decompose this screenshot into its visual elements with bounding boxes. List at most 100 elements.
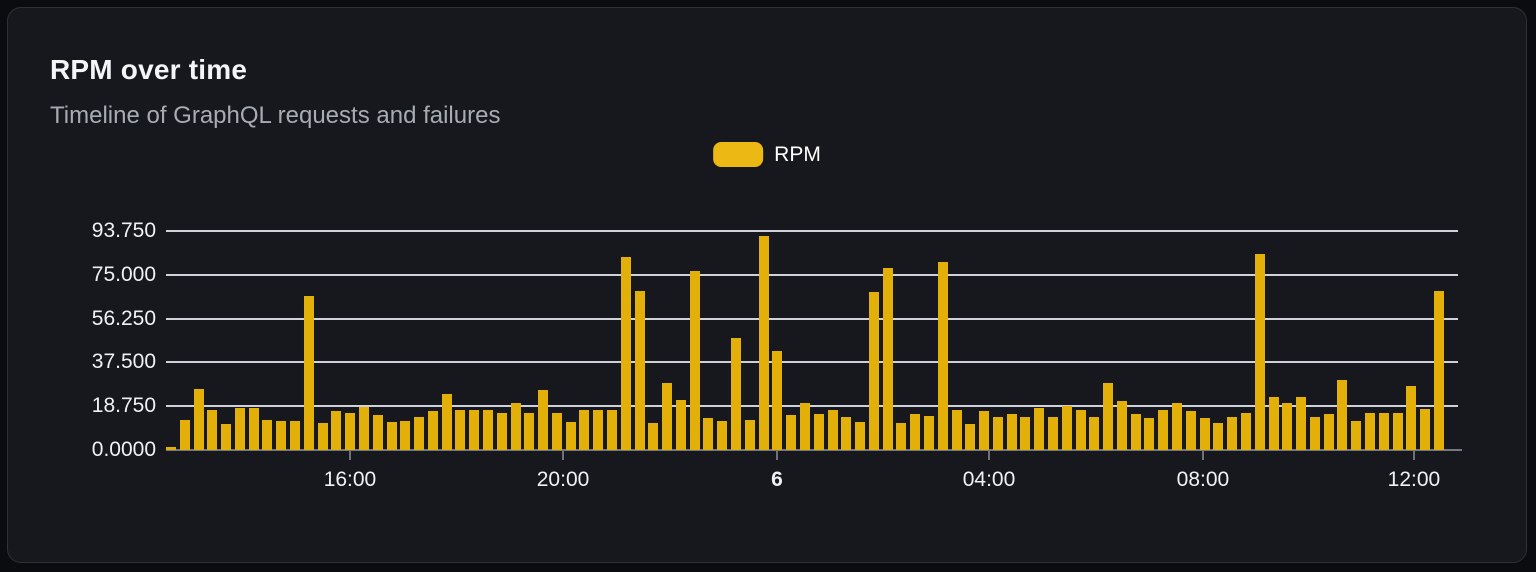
bar-rpm[interactable] xyxy=(386,421,397,450)
bar-rpm[interactable] xyxy=(1296,397,1307,450)
bar-rpm[interactable] xyxy=(317,423,328,450)
bar-rpm[interactable] xyxy=(882,267,893,450)
bar-rpm[interactable] xyxy=(855,421,866,450)
bar-rpm[interactable] xyxy=(965,424,976,450)
bar-rpm[interactable] xyxy=(482,410,493,450)
bar-rpm[interactable] xyxy=(1282,403,1293,450)
bar-rpm[interactable] xyxy=(1227,417,1238,450)
bar-rpm[interactable] xyxy=(234,407,245,450)
bar-rpm[interactable] xyxy=(937,261,948,450)
bar-rpm[interactable] xyxy=(827,410,838,450)
x-axis-tick xyxy=(988,451,990,460)
bar-rpm[interactable] xyxy=(469,410,480,450)
bar-rpm[interactable] xyxy=(276,420,287,450)
bar-rpm[interactable] xyxy=(703,418,714,450)
bar-rpm[interactable] xyxy=(1048,417,1058,450)
bar-rpm[interactable] xyxy=(923,416,934,450)
bar-rpm[interactable] xyxy=(1240,412,1251,450)
bar-rpm[interactable] xyxy=(1158,410,1169,450)
bar-rpm[interactable] xyxy=(744,419,755,450)
bar-rpm[interactable] xyxy=(1254,253,1265,450)
bar-rpm[interactable] xyxy=(1213,423,1224,450)
bar-rpm[interactable] xyxy=(179,419,190,450)
bar-rpm[interactable] xyxy=(441,393,452,450)
bar-rpm[interactable] xyxy=(1006,413,1017,450)
bar-rpm[interactable] xyxy=(758,236,769,450)
bar-rpm[interactable] xyxy=(248,407,259,450)
x-axis-label: 20:00 xyxy=(536,468,590,491)
bar-rpm[interactable] xyxy=(1116,400,1127,450)
bar-rpm[interactable] xyxy=(1185,411,1196,450)
bar-rpm[interactable] xyxy=(1337,379,1348,450)
bar-rpm[interactable] xyxy=(193,389,204,450)
bar-rpm[interactable] xyxy=(992,417,1003,450)
bar-rpm[interactable] xyxy=(1075,410,1086,450)
y-axis-label: 56.250 xyxy=(91,306,156,330)
bar-rpm[interactable] xyxy=(372,414,383,450)
bar-rpm[interactable] xyxy=(1089,417,1100,450)
bar-rpm[interactable] xyxy=(414,417,425,450)
bar-rpm[interactable] xyxy=(1420,409,1431,450)
bar-rpm[interactable] xyxy=(1323,413,1334,450)
bar-rpm[interactable] xyxy=(524,412,535,450)
bar-rpm[interactable] xyxy=(1351,420,1362,450)
bar-rpm[interactable] xyxy=(799,403,810,450)
legend-item-rpm[interactable]: RPM xyxy=(713,142,821,167)
bar-rpm[interactable] xyxy=(593,410,604,450)
bar-rpm[interactable] xyxy=(910,413,921,450)
bar-rpm[interactable] xyxy=(731,337,742,450)
bar-rpm[interactable] xyxy=(1309,417,1320,450)
bar-rpm[interactable] xyxy=(620,257,631,450)
bar-rpm[interactable] xyxy=(689,271,700,450)
bar-rpm[interactable] xyxy=(1392,412,1403,450)
bar-rpm[interactable] xyxy=(662,383,673,450)
bar-rpm[interactable] xyxy=(1020,417,1031,450)
bar-rpm[interactable] xyxy=(221,424,232,450)
y-axis-label: 75.000 xyxy=(91,262,156,286)
bar-rpm[interactable] xyxy=(1034,407,1045,450)
bar-rpm[interactable] xyxy=(579,410,590,450)
bar-rpm[interactable] xyxy=(979,411,990,450)
bar-rpm[interactable] xyxy=(634,291,645,450)
bar-rpm[interactable] xyxy=(538,390,549,450)
chart-plot-area[interactable]: 0.0000 18.750 37.500 56.250 75.000 93.750 16:0… xyxy=(92,219,1462,491)
bar-rpm[interactable] xyxy=(331,411,342,450)
bar-rpm[interactable] xyxy=(551,412,562,450)
bar-rpm[interactable] xyxy=(868,292,879,450)
bar-rpm[interactable] xyxy=(675,399,686,450)
bar-rpm[interactable] xyxy=(290,420,301,450)
bar-rpm[interactable] xyxy=(1130,413,1141,450)
x-axis-tick xyxy=(348,451,351,460)
bar-rpm[interactable] xyxy=(358,406,369,450)
bar-rpm[interactable] xyxy=(166,446,176,450)
bar-rpm[interactable] xyxy=(1406,385,1417,450)
bar-rpm[interactable] xyxy=(1172,403,1183,450)
bar-rpm[interactable] xyxy=(455,410,466,450)
bar-rpm[interactable] xyxy=(303,295,314,450)
bar-rpm[interactable] xyxy=(1433,291,1444,450)
bar-rpm[interactable] xyxy=(607,410,617,450)
bar-rpm[interactable] xyxy=(896,423,907,450)
bar-rpm[interactable] xyxy=(648,423,659,450)
bar-rpm[interactable] xyxy=(786,414,797,450)
bar-rpm[interactable] xyxy=(565,421,576,450)
bar-rpm[interactable] xyxy=(772,350,783,450)
bar-rpm[interactable] xyxy=(1103,383,1114,450)
bar-rpm[interactable] xyxy=(427,411,438,450)
bar-rpm[interactable] xyxy=(400,420,411,450)
bar-rpm[interactable] xyxy=(510,403,521,450)
bar-rpm[interactable] xyxy=(262,419,273,450)
bar-rpm[interactable] xyxy=(1061,405,1072,450)
bar-rpm[interactable] xyxy=(1199,418,1210,450)
bar-rpm[interactable] xyxy=(1268,397,1279,450)
bar-rpm[interactable] xyxy=(345,412,356,450)
bar-rpm[interactable] xyxy=(841,417,852,450)
bar-rpm[interactable] xyxy=(717,420,728,450)
bar-rpm[interactable] xyxy=(813,413,824,450)
bar-rpm[interactable] xyxy=(1364,412,1375,450)
bar-rpm[interactable] xyxy=(496,412,507,450)
bar-rpm[interactable] xyxy=(207,410,218,450)
bar-rpm[interactable] xyxy=(1144,418,1155,450)
bar-rpm[interactable] xyxy=(1378,412,1389,450)
bar-rpm[interactable] xyxy=(951,410,962,450)
